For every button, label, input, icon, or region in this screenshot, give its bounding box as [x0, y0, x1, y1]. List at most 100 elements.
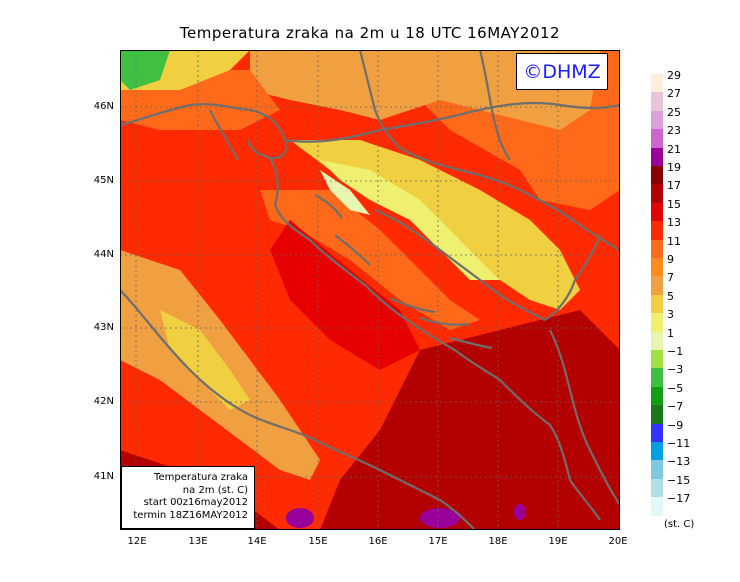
border-albania	[569, 479, 601, 521]
lat-label-45: 45N	[93, 175, 114, 186]
legend-swatch	[651, 313, 663, 332]
temp-zone-adriatic	[270, 220, 420, 370]
coast-east-adriatic	[269, 157, 572, 481]
legend-label: −1	[667, 345, 684, 358]
lon-label-15: 15E	[308, 536, 328, 547]
border-italy-north	[209, 109, 239, 161]
map-title: Temperatura zraka na 2m u 18 UTC 16MAY20…	[179, 24, 561, 42]
legend-label: −11	[667, 437, 691, 450]
lat-label-43: 43N	[93, 322, 114, 333]
coastlines	[120, 50, 620, 530]
lat-label-44: 44N	[93, 249, 114, 260]
legend-label: −17	[667, 492, 691, 506]
coast-italy	[120, 289, 476, 530]
legend-label: 25	[667, 105, 681, 119]
lat-label-42: 42N	[93, 396, 114, 407]
temp-zone-se-warm	[320, 310, 620, 530]
lon-label-18: 18E	[488, 536, 508, 547]
lon-label-16: 16E	[368, 536, 388, 547]
lon-label-12: 12E	[127, 536, 147, 547]
dhmz-watermark: ©DHMZ	[516, 53, 608, 90]
legend-label: −15	[667, 473, 691, 487]
coast-north-adriatic	[120, 103, 288, 160]
legend-label: 27	[667, 87, 681, 101]
info-line-1: Temperatura zraka	[154, 472, 248, 483]
legend-swatch	[651, 129, 663, 148]
legend-swatch	[651, 239, 663, 258]
map-frame	[120, 50, 620, 530]
island-brac	[389, 297, 436, 314]
lon-label-17: 17E	[428, 536, 448, 547]
legend-swatch	[651, 166, 663, 185]
island-korcula	[449, 336, 493, 350]
legend-label: 13	[667, 216, 681, 230]
legend-label: 5	[667, 289, 674, 303]
legend-label: −7	[667, 400, 684, 414]
border-croatia-hungary	[399, 147, 620, 251]
temp-zone-coast-fringe	[260, 190, 480, 330]
temp-spot-purple-2	[420, 508, 460, 528]
lon-label-20: 20E	[608, 536, 628, 547]
legend-label: 29	[667, 69, 681, 82]
temp-zone-velebit	[320, 170, 370, 215]
legend-label: 7	[667, 271, 674, 285]
legend-label: 19	[667, 161, 681, 174]
temp-zone-north-alps	[250, 50, 600, 130]
lat-label-41: 41N	[93, 471, 114, 482]
lon-label-19: 19E	[548, 536, 568, 547]
legend-label: 15	[667, 197, 681, 211]
legend-swatch	[651, 110, 663, 130]
temperature-map	[120, 50, 620, 530]
legend-label: −9	[667, 418, 684, 432]
legend-swatch	[651, 460, 663, 479]
temp-spot-purple-3	[514, 504, 526, 520]
border-bosnia-west	[374, 208, 546, 321]
legend-swatch	[651, 258, 663, 277]
legend-swatch	[651, 442, 663, 461]
border-montenegro-serbia	[549, 329, 620, 506]
legend-swatch	[651, 202, 663, 222]
legend-swatch	[651, 147, 663, 166]
info-line-3: start 00z16may2012	[143, 497, 248, 508]
legend-label: −5	[667, 381, 684, 395]
legend-swatch	[651, 423, 663, 442]
legend-swatch	[651, 294, 663, 314]
legend-label: 1	[667, 326, 674, 340]
legend-label: 17	[667, 179, 681, 193]
legend-swatch	[651, 368, 663, 387]
legend-label: 3	[667, 308, 674, 322]
map-canvas	[120, 50, 620, 530]
info-line-4: termin 18Z16MAY2012	[133, 509, 248, 521]
legend-unit: (st. C)	[664, 519, 695, 530]
legend-label: 11	[667, 234, 681, 248]
border-austria-hungary	[478, 50, 511, 161]
legend-swatch	[651, 386, 663, 406]
legend-swatch	[651, 184, 663, 203]
border-bosnia-east	[544, 234, 602, 321]
grid-lines	[120, 50, 620, 530]
legend-swatch	[651, 350, 663, 369]
island-hvar	[419, 316, 471, 326]
island-krk	[314, 194, 343, 219]
legend-swatch	[651, 221, 663, 240]
legend-swatch	[651, 276, 663, 295]
lon-label-13: 13E	[188, 536, 208, 547]
color-legend	[651, 74, 663, 516]
legend-label: −3	[667, 363, 684, 377]
legend-swatch	[651, 497, 663, 516]
temp-zone-dinaric-cool	[320, 160, 500, 280]
island-pag	[334, 234, 371, 266]
border-slovenia	[358, 50, 401, 149]
legend-swatch	[651, 331, 663, 350]
lon-label-14: 14E	[247, 536, 267, 547]
legend-swatch	[651, 405, 663, 424]
legend-label: −13	[667, 455, 691, 469]
legend-label: 9	[667, 253, 674, 266]
legend-label: 21	[667, 142, 681, 156]
temp-zone-italy-cool	[160, 310, 250, 410]
legend-swatch	[651, 478, 663, 498]
info-line-2: na 2m (st. C)	[182, 484, 248, 496]
legend-swatch	[651, 92, 663, 111]
info-box: Temperatura zraka na 2m (st. C) start 00…	[121, 466, 255, 529]
border-north	[284, 101, 620, 143]
